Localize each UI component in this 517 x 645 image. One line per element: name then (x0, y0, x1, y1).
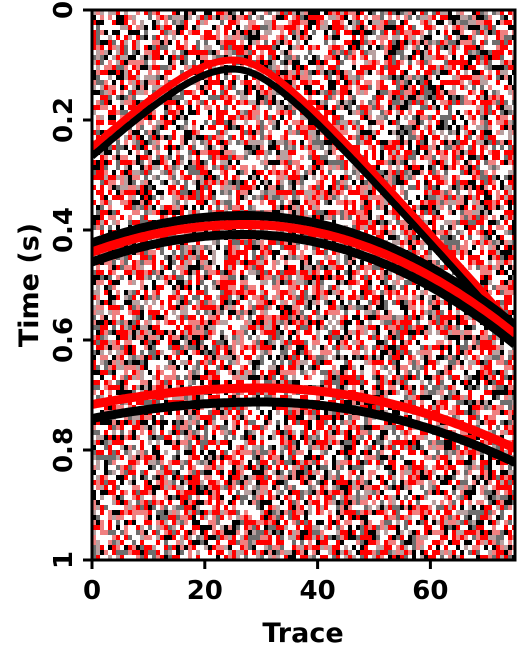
y-axis: 0 0.2 0.4 0.6 0.8 1 (49, 1, 92, 569)
x-axis-label: Trace (262, 618, 343, 645)
x-tick-label: 60 (412, 576, 448, 606)
plot-frame (90, 8, 517, 562)
y-tick-label: 0.6 (49, 317, 79, 363)
reflection-events (92, 56, 515, 467)
y-tick-label: 0.4 (49, 207, 79, 253)
x-tick-label: 0 (83, 576, 101, 606)
x-tick-label: 20 (187, 576, 223, 606)
y-tick-label: 1 (49, 551, 79, 569)
event-1-band-2 (92, 65, 515, 340)
y-tick-label: 0.8 (49, 427, 79, 473)
event-3-band-2 (92, 397, 515, 467)
event-2-band-2 (92, 220, 515, 338)
y-axis-label: Time (s) (14, 223, 45, 347)
event-2-band-3 (92, 230, 515, 348)
event-2-band-1 (92, 211, 515, 329)
event-1-band-1 (92, 56, 515, 331)
x-axis: 0 20 40 60 (83, 560, 448, 606)
event-3-band-1 (92, 383, 515, 453)
x-tick-label: 40 (300, 576, 336, 606)
y-tick-label: 0.2 (49, 97, 79, 143)
y-tick-label: 0 (49, 1, 79, 19)
